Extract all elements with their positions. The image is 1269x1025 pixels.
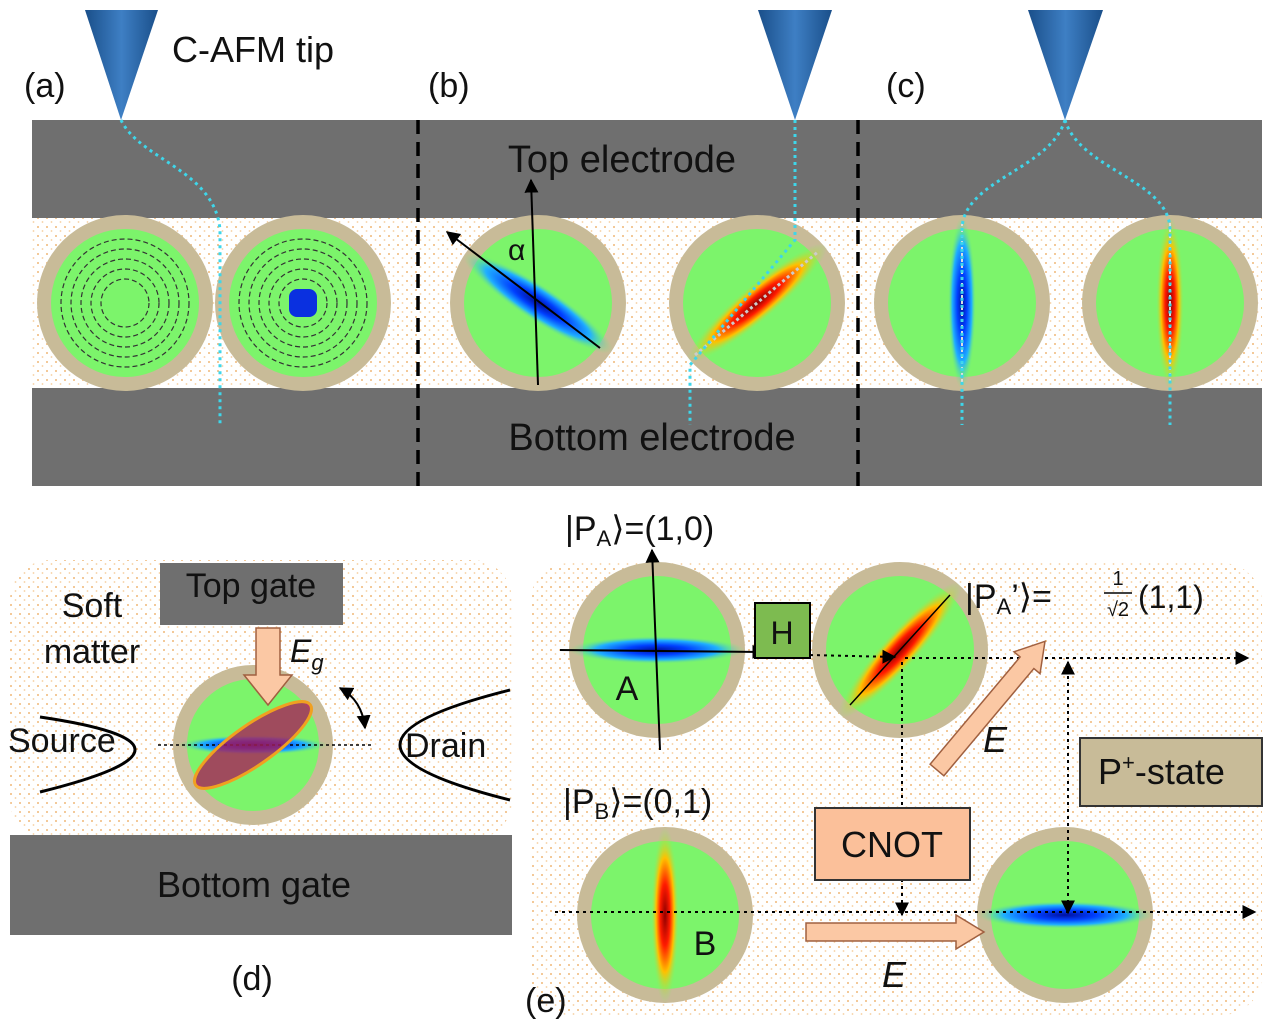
p-plus-label: P+-state (1098, 750, 1225, 792)
fraction-numerator: 1 (1112, 568, 1123, 590)
state-a-prime-vector: (1,1) (1138, 579, 1204, 615)
panel-label: (e) (525, 982, 567, 1020)
gate-h-label: H (770, 615, 793, 651)
panel-label: (c) (886, 67, 926, 105)
field-label: E (983, 719, 1008, 760)
field-label: E (882, 954, 907, 995)
source-label: Source (8, 722, 116, 760)
electrode-label: Bottom electrode (508, 417, 795, 459)
panel-label: (a) (24, 67, 66, 105)
gate-label: Top gate (186, 567, 316, 605)
angle-label: α (508, 234, 525, 267)
panel-label: (b) (428, 67, 470, 105)
material-label: matter (44, 633, 140, 671)
state-a: |PA⟩=(1,0) (565, 510, 714, 551)
cnot-label: CNOT (841, 824, 943, 865)
afm-tip (758, 10, 832, 120)
material-label: Soft (62, 587, 123, 625)
fraction-denominator: √2 (1107, 599, 1129, 621)
gate-label: Bottom gate (157, 864, 351, 905)
qubit-label: A (616, 670, 639, 708)
figure: (a) C-AFM tip (b) (c) Top electrode Bott… (0, 0, 1269, 1025)
afm-tip (85, 10, 158, 120)
panel-label: (d) (231, 960, 273, 998)
afm-tip (1028, 10, 1103, 120)
drain-label: Drain (405, 727, 486, 765)
qubit-label: B (694, 925, 717, 963)
tip-label: C-AFM tip (172, 29, 334, 70)
electrode-label: Top electrode (508, 139, 736, 181)
state-b: |PB⟩=(0,1) (563, 783, 712, 824)
